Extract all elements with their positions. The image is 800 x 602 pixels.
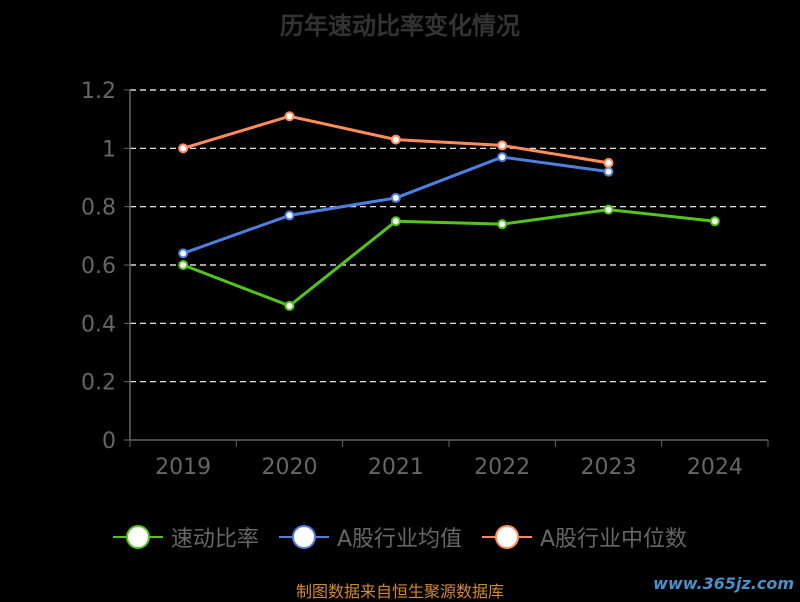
x-tick-label: 2019	[155, 455, 211, 480]
y-tick-label: 0.4	[81, 312, 116, 337]
x-tick-label: 2022	[474, 455, 530, 480]
grid-lines	[130, 89, 768, 383]
series-line	[182, 208, 715, 308]
x-tick-label: 2023	[581, 455, 637, 480]
legend-swatch	[482, 525, 532, 549]
data-point	[603, 204, 614, 215]
data-point	[390, 134, 401, 145]
source-note: 制图数据来自恒生聚源数据库	[295, 582, 504, 601]
legend-swatch	[112, 525, 163, 549]
data-point	[284, 210, 295, 221]
legend-label: A股行业中位数	[540, 527, 688, 552]
x-tick-label: 2020	[262, 455, 318, 480]
data-point	[178, 260, 189, 270]
legend-item[interactable]: 速动比率	[112, 521, 259, 553]
chart-title: 历年速动比率变化情况	[280, 12, 520, 40]
data-point	[497, 140, 508, 151]
data-point	[497, 152, 508, 163]
legend-label: 速动比率	[170, 527, 259, 552]
series-lines	[178, 111, 720, 311]
data-point	[178, 248, 189, 259]
data-point	[390, 192, 401, 203]
watermark: www.365jz.com	[653, 574, 794, 593]
data-point	[284, 300, 295, 311]
y-tick-label: 0.8	[81, 196, 116, 221]
data-point	[178, 143, 189, 154]
data-point	[390, 216, 401, 227]
data-point	[497, 219, 508, 230]
y-tick-label: 0.2	[81, 371, 116, 396]
x-tick-label: 2021	[368, 455, 424, 480]
legend-item[interactable]: A股行业中位数	[482, 521, 687, 553]
y-tick-label: 0	[102, 429, 116, 454]
legend-label: A股行业均值	[336, 527, 462, 552]
y-tick-label: 0.6	[81, 254, 116, 279]
axes: 0 0.2 0.4 0.6 0.8 1 1.2 2019 2020 2021 2022 2023 202…	[81, 79, 769, 480]
legend-item[interactable]: A股行业均值	[278, 521, 462, 553]
x-tick-label: 2024	[687, 455, 743, 480]
data-point	[603, 166, 614, 177]
series-line	[182, 155, 609, 255]
data-point	[709, 216, 720, 227]
legend: 速动比率 A股行业均值 A股行业中位数	[0, 520, 800, 554]
data-point	[284, 111, 295, 122]
y-tick-label: 1.2	[81, 79, 116, 104]
data-point	[603, 157, 614, 168]
y-tick-label: 1	[102, 137, 116, 162]
legend-swatch	[278, 525, 329, 549]
